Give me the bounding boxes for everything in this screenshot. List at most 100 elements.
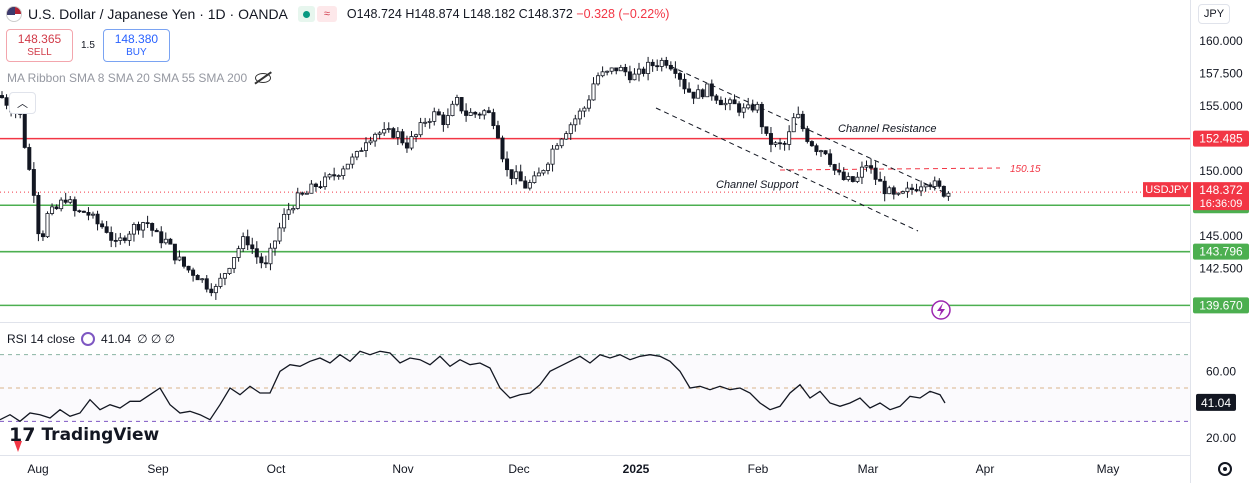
candle-body	[345, 163, 350, 170]
buy-button[interactable]: 148.380 BUY	[102, 29, 170, 62]
level-label-0: 152.485	[1199, 132, 1243, 146]
candle-body	[869, 165, 874, 169]
ohlc-values: O148.724 H148.874 L148.182 C148.372 −0.3…	[346, 7, 670, 21]
candle-body	[691, 91, 696, 99]
candle-body	[118, 237, 123, 241]
candle-body	[668, 64, 673, 70]
rsi-last-label: 41.04	[1201, 396, 1231, 410]
spread-value: 1.5	[81, 40, 95, 51]
candle-body	[327, 174, 332, 178]
candle-body	[941, 185, 946, 197]
symbol-title[interactable]: U.S. Dollar / Japanese Yen · 1D · OANDA	[28, 6, 288, 22]
level-tag-0	[1193, 130, 1249, 147]
candle-body	[873, 167, 878, 180]
candle-body	[209, 288, 214, 294]
candle-body	[227, 267, 232, 274]
market-open-icon[interactable]	[297, 6, 315, 22]
candle-body	[814, 145, 819, 152]
gear-icon[interactable]	[1218, 462, 1232, 476]
candle-body	[282, 213, 287, 229]
candles	[0, 56, 951, 300]
candle-body	[172, 243, 177, 261]
price-channel[interactable]	[655, 65, 951, 232]
last-price-label: 148.372	[1199, 183, 1243, 197]
candle-body	[805, 128, 810, 142]
candle-body	[100, 223, 105, 228]
candle-body	[832, 164, 837, 171]
currency-button[interactable]: JPY	[1198, 4, 1230, 24]
channel-support-line[interactable]	[655, 107, 919, 232]
candle-body	[109, 232, 114, 241]
indicator-legend[interactable]: MA Ribbon SMA 8 SMA 20 SMA 55 SMA 200	[7, 71, 272, 85]
candle-body	[559, 138, 564, 147]
candle-body	[514, 171, 519, 179]
candle-body	[113, 239, 118, 242]
candle-body	[837, 169, 842, 173]
candle-body	[22, 113, 27, 148]
candle-body	[641, 68, 646, 74]
candle-body	[605, 70, 610, 73]
candle-body	[855, 176, 860, 182]
lightning-icon[interactable]	[931, 300, 951, 320]
candle-body	[122, 237, 127, 241]
high-value: 148.874	[414, 7, 460, 21]
usd-flag-icon	[6, 6, 22, 22]
candle-body	[77, 210, 82, 213]
candle-body	[40, 233, 45, 238]
collapse-chevron-icon[interactable]: ︿	[9, 92, 36, 114]
candle-body	[427, 120, 432, 123]
channel-resistance-line[interactable]	[669, 65, 951, 196]
candle-body	[236, 248, 241, 258]
symbol-tag-label: USDJPY	[1145, 184, 1189, 196]
candle-body	[432, 111, 437, 122]
tradingview-logo[interactable]: 17 TradingView	[9, 424, 159, 446]
candle-body	[377, 132, 382, 135]
candle-body	[841, 171, 846, 180]
rsi-tick-label: 20.00	[1206, 431, 1236, 445]
candle-body	[586, 99, 591, 109]
candle-body	[532, 175, 537, 183]
candle-body	[313, 183, 318, 188]
candle-body	[218, 277, 223, 287]
candle-body	[828, 153, 833, 165]
candle-body	[518, 171, 523, 182]
candle-body	[213, 286, 218, 294]
rsi-line[interactable]	[0, 350, 946, 423]
candle-body	[163, 238, 168, 244]
rsi-legend[interactable]: RSI 14 close 41.04 ∅ ∅ ∅	[7, 332, 175, 346]
candle-body	[923, 184, 928, 188]
candle-body	[323, 176, 328, 188]
candle-body	[618, 66, 623, 72]
candle-body	[300, 192, 305, 195]
candle-body	[905, 187, 910, 192]
dashed-level-label: 150.15	[1010, 164, 1041, 175]
red-marker-icon	[14, 441, 22, 452]
candle-body	[477, 113, 482, 116]
candle-body	[241, 236, 246, 250]
candle-body	[445, 115, 450, 125]
dashed-level-line[interactable]	[779, 167, 1001, 171]
candle-body	[919, 186, 924, 192]
candle-body	[468, 111, 473, 116]
candle-body	[250, 244, 255, 250]
price-tick-label: 150.000	[1199, 164, 1243, 178]
candle-body	[0, 95, 4, 99]
sell-button[interactable]: 148.365 SELL	[6, 29, 73, 62]
symbol-header[interactable]: U.S. Dollar / Japanese Yen · 1D · OANDA …	[6, 4, 669, 24]
candle-body	[222, 273, 227, 279]
wave-icon[interactable]: ≈	[316, 6, 337, 22]
candle-body	[664, 59, 669, 66]
level-tag-3	[1193, 297, 1249, 314]
refresh-icon[interactable]	[81, 332, 96, 346]
eye-hidden-icon[interactable]	[255, 73, 272, 83]
candle-body	[259, 256, 264, 264]
rsi-label: RSI 14 close	[7, 332, 76, 346]
candle-body	[782, 142, 787, 145]
candle-body	[714, 95, 719, 101]
candle-body	[104, 226, 109, 233]
candle-body	[614, 67, 619, 72]
candle-body	[363, 142, 368, 151]
candle-body	[418, 122, 423, 136]
